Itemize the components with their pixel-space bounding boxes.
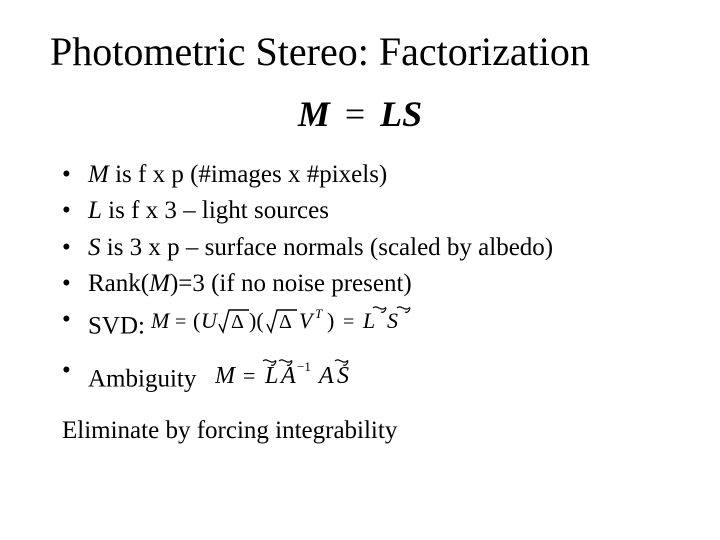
svg-text:M: M xyxy=(151,308,171,333)
final-line: Eliminate by forcing integrability xyxy=(62,417,670,445)
svg-text:L: L xyxy=(362,308,375,333)
slide-title: Photometric Stereo: Factorization xyxy=(50,28,670,75)
svg-text:S: S xyxy=(337,363,349,389)
bullet-4-pre: Rank( xyxy=(88,270,149,297)
svg-text:(: ( xyxy=(193,308,200,333)
slide: Photometric Stereo: Factorization M = LS… xyxy=(0,0,720,540)
bullet-2-text: is f x 3 – light sources xyxy=(102,197,329,224)
var-L: L xyxy=(88,197,102,224)
svg-text:L: L xyxy=(264,363,278,389)
svg-text:Δ: Δ xyxy=(231,311,244,333)
bullet-5-svd: SVD: M = ( U Δ )( Δ V T ) = xyxy=(62,302,670,353)
var-M: M xyxy=(88,161,109,188)
ambiguity-equation: M = L A −1 A S xyxy=(215,353,475,408)
svg-text:−1: −1 xyxy=(297,359,311,374)
svg-text:=: = xyxy=(175,311,186,333)
equals-sign: = xyxy=(336,94,374,134)
bullet-3-text: is 3 x p – surface normals (scaled by al… xyxy=(101,234,554,261)
eq-rhs: LS xyxy=(380,94,422,134)
svd-equation: M = ( U Δ )( Δ V T ) = L xyxy=(151,302,471,353)
bullet-4: Rank(M)=3 (if no noise present) xyxy=(62,266,670,302)
bullet-2: L is f x 3 – light sources xyxy=(62,193,670,229)
svg-text:V: V xyxy=(299,308,315,333)
svg-text:M: M xyxy=(215,363,237,389)
svd-label: SVD: xyxy=(88,312,145,339)
svg-text:U: U xyxy=(201,308,219,333)
svg-text:)(: )( xyxy=(249,308,264,333)
svg-text:): ) xyxy=(327,308,334,333)
bullet-6-ambiguity: Ambiguity M = L A −1 A S xyxy=(62,353,670,408)
svg-text:T: T xyxy=(315,306,323,321)
bullet-list: M is f x p (#images x #pixels) L is f x … xyxy=(62,157,670,409)
svg-text:A: A xyxy=(279,363,296,389)
bullet-3: S is 3 x p – surface normals (scaled by … xyxy=(62,230,670,266)
bullet-1-text: is f x p (#images x #pixels) xyxy=(109,161,387,188)
main-equation: M = LS xyxy=(50,93,670,135)
var-S: S xyxy=(88,234,101,261)
bullet-4-post: )=3 (if no noise present) xyxy=(170,270,412,297)
var-M2: M xyxy=(149,270,170,297)
svg-text:A: A xyxy=(317,363,334,389)
svg-text:Δ: Δ xyxy=(279,311,292,333)
eq-lhs: M xyxy=(298,94,330,134)
ambiguity-label: Ambiguity xyxy=(88,366,196,393)
bullet-1: M is f x p (#images x #pixels) xyxy=(62,157,670,193)
svg-text:=: = xyxy=(343,311,354,333)
svg-text:=: = xyxy=(243,363,255,388)
svg-text:S: S xyxy=(387,308,398,333)
